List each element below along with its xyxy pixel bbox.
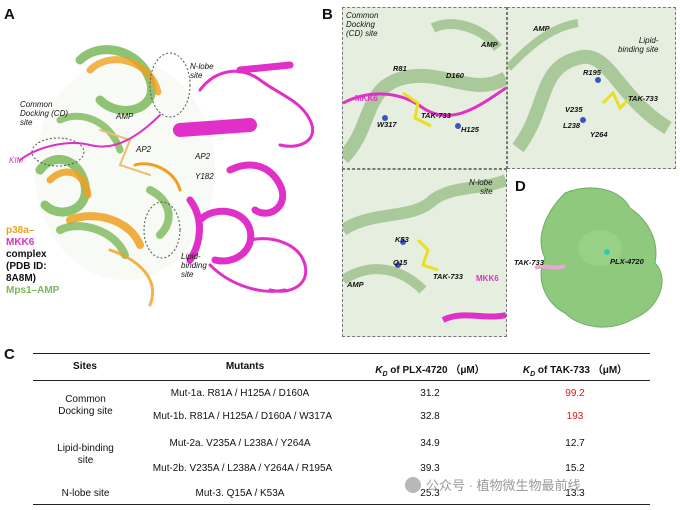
lipid-amp-label: AMP (533, 24, 550, 33)
table-row-plx: 25.3 (420, 488, 440, 499)
panel-label-d: D (515, 178, 526, 195)
panel-b-lipid-site: AMP Lipid- binding site R195 TAK-733 V23… (507, 7, 676, 169)
panel-label-c: C (4, 346, 15, 363)
d160-label: D160 (446, 71, 464, 80)
table-row-tak: 13.3 (565, 488, 585, 499)
lipid-site-image (508, 19, 672, 153)
cd-site-image (343, 19, 506, 163)
panel-b-cd-site: Common Docking (CD) site AMP R81 D160 MK… (342, 7, 507, 169)
legend-complex: complex (PDB ID: 8A8M) (6, 249, 47, 284)
legend-mps1: Mps1–AMP (6, 285, 60, 296)
surface-plx4720-label: PLX-4720 (610, 257, 644, 266)
structure-overlay-image (19, 45, 315, 307)
k53-label: K53 (395, 235, 409, 244)
table-row-mutant: Mut-3. Q15A / K53A (195, 488, 285, 499)
table-top-rule (33, 353, 650, 354)
kim-label: KIM (9, 156, 24, 165)
header-mutants: Mutants (225, 361, 265, 372)
table-row-mutant: Mut-1b. R81A / H125A / D160A / W317A (153, 411, 332, 422)
r195-label: R195 (583, 68, 601, 77)
nlobe-mkk6-label: MKK6 (476, 274, 499, 283)
cd-site-title: Common Docking (CD) site (346, 11, 379, 38)
cd-tak733-label: TAK-733 (421, 111, 451, 120)
table-row-mutant: Mut-1a. R81A / H125A / D160A (170, 388, 310, 399)
table-row-tak: 15.2 (565, 463, 585, 474)
nlobe-tak733-label: TAK-733 (433, 272, 463, 281)
panel-a-structure: N-lobe site Common Docking (CD) site KIM… (0, 20, 335, 340)
nlobe-amp-label: AMP (347, 280, 364, 289)
w317-label: W317 (377, 120, 397, 129)
cd-site-label: Common Docking (CD) site (20, 100, 69, 127)
panel-b-nlobe-site: N-lobe site K53 Q15 TAK-733 AMP MKK6 (342, 169, 507, 337)
lipid-site-title: Lipid- binding site (618, 36, 659, 54)
ap2-right-label: AP2 (195, 152, 211, 161)
site-common-docking: Common Docking site (58, 394, 113, 417)
table-row-tak: 99.2 (565, 388, 585, 399)
nlobe-site-image (343, 174, 506, 323)
v235-label: V235 (565, 105, 583, 114)
legend-p38a: p38a– (6, 225, 35, 236)
lipid-site-label: Lipid- binding site (181, 252, 207, 279)
table-header-rule (33, 380, 650, 381)
y182-label: Y182 (195, 172, 214, 181)
r81-label: R81 (393, 64, 407, 73)
wechat-icon (405, 476, 421, 493)
header-kd-plx4720: KD of PLX-4720 （μM） (375, 365, 485, 378)
cd-amp-label: AMP (481, 40, 498, 49)
surface-tak733-label: TAK-733 (514, 258, 544, 267)
surface-image (534, 187, 663, 328)
panel-d-surface: TAK-733 PLX-4720 (510, 178, 678, 338)
lipid-tak733-label: TAK-733 (628, 94, 658, 103)
ap2-top-label: AP2 (136, 145, 152, 154)
y264-label: Y264 (590, 130, 608, 139)
table-row-tak: 193 (566, 411, 584, 422)
site-lipid-binding: Lipid-binding site (57, 443, 114, 466)
table-row-plx: 34.9 (420, 438, 440, 449)
header-sites: Sites (73, 361, 97, 372)
n-lobe-site-label: N-lobe site (190, 62, 214, 80)
table-row-plx: 32.8 (420, 411, 440, 422)
l238-label: L238 (563, 121, 581, 130)
table-row-mutant: Mut-2b. V235A / L238A / Y264A / R195A (152, 463, 333, 474)
site-n-lobe: N-lobe site (61, 488, 110, 499)
h125-label: H125 (461, 125, 479, 134)
panel-label-b: B (322, 6, 333, 23)
panel-label-a: A (4, 6, 15, 23)
nlobe-site-title: N-lobe site (469, 178, 493, 196)
table-row-plx: 31.2 (420, 388, 440, 399)
cd-mkk6-label: MKK6 (355, 94, 378, 103)
table-row-mutant: Mut-2a. V235A / L238A / Y264A (169, 438, 311, 449)
table-row-tak: 12.7 (565, 438, 585, 449)
amp-label: AMP (116, 112, 134, 121)
table-row-plx: 39.3 (420, 463, 440, 474)
legend-mkk6: MKK6 (6, 237, 35, 248)
watermark: 公众号 · 植物微生物最前线 (405, 475, 581, 494)
table-bottom-rule (33, 504, 650, 505)
structure-legend: p38a– MKK6 complex (PDB ID: 8A8M) Mps1–A… (6, 225, 59, 297)
q15-label: Q15 (393, 258, 408, 267)
watermark-text: 公众号 · 植物微生物最前线 (426, 478, 581, 493)
header-kd-tak733: KD of TAK-733 （μM） (522, 365, 628, 378)
